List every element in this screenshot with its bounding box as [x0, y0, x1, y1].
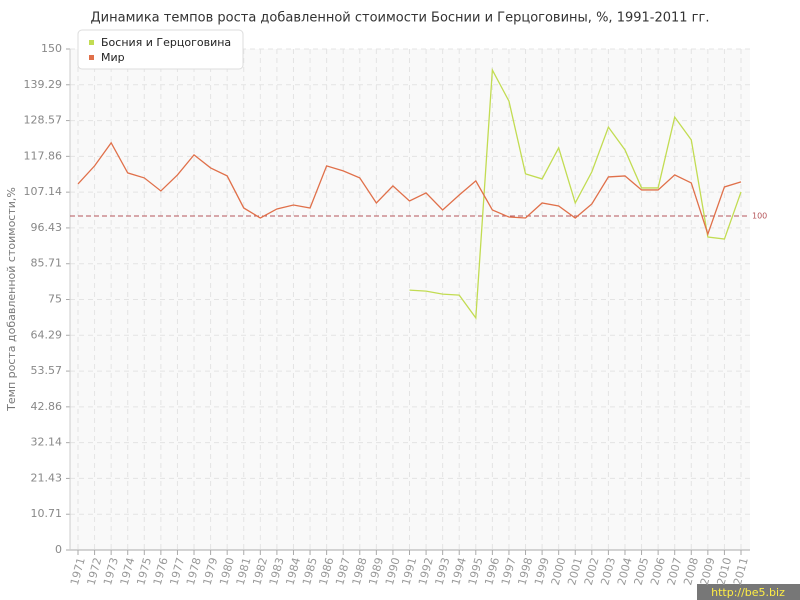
y-tick-label: 75 [48, 293, 62, 306]
y-tick-label: 128.57 [24, 114, 63, 127]
y-tick-label: 96.43 [31, 221, 63, 234]
legend: Босния и Герцоговина Мир [77, 29, 244, 70]
legend-swatch [89, 55, 94, 60]
x-tick-label: 2011 [731, 556, 751, 586]
y-tick-label: 10.71 [31, 507, 63, 520]
watermark-bg [697, 584, 800, 600]
legend-box [77, 29, 244, 70]
chart-title: Динамика темпов роста добавленной стоимо… [91, 11, 710, 26]
legend-label: Босния и Герцоговина [101, 36, 231, 49]
y-tick-label: 0 [55, 543, 62, 556]
y-tick-label: 53.57 [31, 364, 63, 377]
y-tick-label: 85.71 [31, 257, 63, 270]
y-axis-label: Темп роста добавленной стоимости,% [5, 187, 18, 412]
reference-label: 100 [752, 212, 767, 221]
series-line [77, 141, 742, 237]
y-tick-label: 21.43 [31, 471, 63, 484]
y-tick-label: 150 [41, 42, 62, 55]
y-tick-label: 32.14 [31, 436, 63, 449]
y-tick-label: 107.14 [24, 185, 63, 198]
y-tick-label: 42.86 [31, 400, 63, 413]
legend-label: Мир [101, 51, 125, 64]
legend-swatch [89, 40, 94, 45]
watermark: http://be5.biz [711, 586, 785, 599]
y-tick-label: 64.29 [31, 328, 63, 341]
y-tick-label: 117.86 [24, 149, 63, 162]
series-line [409, 67, 742, 320]
y-tick-label: 139.29 [24, 78, 63, 91]
